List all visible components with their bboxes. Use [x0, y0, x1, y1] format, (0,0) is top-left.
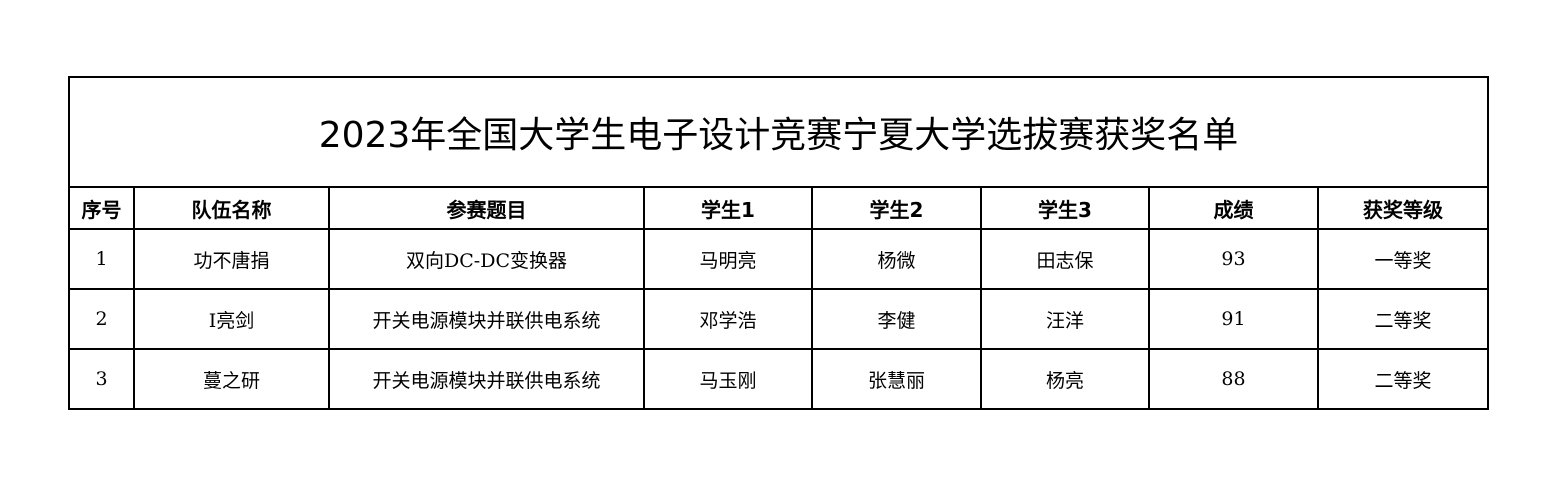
- award-table: 2023年全国大学生电子设计竞赛宁夏大学选拔赛获奖名单 序号 队伍名称 参赛题目…: [68, 76, 1489, 410]
- cell-score: 88: [1148, 348, 1319, 410]
- cell-team-name: 功不唐捐: [133, 228, 330, 290]
- header-student-2: 学生2: [811, 186, 982, 230]
- cell-student-2: 杨微: [811, 228, 982, 290]
- cell-team-name: 蔓之研: [133, 348, 330, 410]
- cell-student-1: 马玉刚: [643, 348, 813, 410]
- title-row: 2023年全国大学生电子设计竞赛宁夏大学选拔赛获奖名单: [68, 76, 1489, 188]
- cell-index: 1: [68, 228, 135, 290]
- cell-student-3: 汪洋: [980, 288, 1150, 350]
- cell-index: 2: [68, 288, 135, 350]
- header-index: 序号: [68, 186, 135, 230]
- cell-topic: 开关电源模块并联供电系统: [328, 348, 645, 410]
- header-student-3: 学生3: [980, 186, 1150, 230]
- table-row: 2 I亮剑 开关电源模块并联供电系统 邓学浩 李健 汪洋 91 二等奖: [68, 288, 1489, 350]
- cell-student-3: 杨亮: [980, 348, 1150, 410]
- header-award-level: 获奖等级: [1317, 186, 1489, 230]
- cell-student-3: 田志保: [980, 228, 1150, 290]
- cell-award-level: 二等奖: [1317, 288, 1489, 350]
- header-topic: 参赛题目: [328, 186, 645, 230]
- cell-student-2: 张慧丽: [811, 348, 982, 410]
- header-student-1: 学生1: [643, 186, 813, 230]
- cell-award-level: 二等奖: [1317, 348, 1489, 410]
- cell-student-1: 马明亮: [643, 228, 813, 290]
- table-row: 3 蔓之研 开关电源模块并联供电系统 马玉刚 张慧丽 杨亮 88 二等奖: [68, 348, 1489, 410]
- cell-team-name: I亮剑: [133, 288, 330, 350]
- header-team-name: 队伍名称: [133, 186, 330, 230]
- cell-student-2: 李健: [811, 288, 982, 350]
- table-title: 2023年全国大学生电子设计竞赛宁夏大学选拔赛获奖名单: [68, 76, 1489, 188]
- header-score: 成绩: [1148, 186, 1319, 230]
- table-row: 1 功不唐捐 双向DC-DC变换器 马明亮 杨微 田志保 93 一等奖: [68, 228, 1489, 290]
- cell-student-1: 邓学浩: [643, 288, 813, 350]
- cell-score: 91: [1148, 288, 1319, 350]
- header-row: 序号 队伍名称 参赛题目 学生1 学生2 学生3 成绩 获奖等级: [68, 186, 1489, 230]
- cell-topic: 开关电源模块并联供电系统: [328, 288, 645, 350]
- cell-index: 3: [68, 348, 135, 410]
- cell-score: 93: [1148, 228, 1319, 290]
- cell-award-level: 一等奖: [1317, 228, 1489, 290]
- cell-topic: 双向DC-DC变换器: [328, 228, 645, 290]
